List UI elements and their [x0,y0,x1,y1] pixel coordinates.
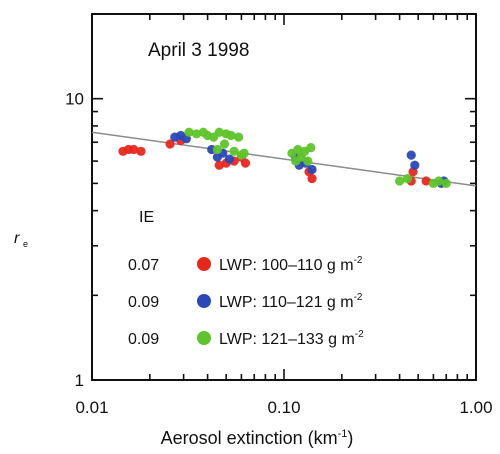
data-point-series-1 [214,160,224,170]
x-tick-label: 0.10 [267,398,300,417]
x-axis-label-sup: -1 [338,428,348,440]
data-point-series-1 [165,139,175,149]
legend-label-sup: -2 [354,292,363,303]
plot-area [91,13,477,381]
x-tick-label: 1.00 [459,398,492,417]
data-point-series-2 [307,164,317,175]
y-axis-label: r e [14,230,28,249]
data-point-series-1 [421,176,431,186]
legend-label: LWP: 110–121 g m-2 [219,292,363,311]
data-point-series-3 [212,144,223,155]
data-point-series-3 [306,143,316,153]
y-axis-label-subscript: e [23,239,28,249]
data-point-series-1 [307,173,317,184]
axis-ticks: 0.01 0.10 1.00 1 10 [65,13,493,417]
legend-label-text: LWP: 121–133 g m [219,331,355,348]
data-point-series-3 [191,129,202,139]
data-point-series-3 [303,156,313,166]
legend-marker [197,257,211,271]
data-point-series-3 [394,176,405,186]
legend-label: LWP: 100–110 g m-2 [219,255,363,274]
trend-line [91,131,477,187]
data-point-series-3 [184,127,194,137]
legend-ie-value: 0.07 [128,257,159,274]
data-point-series-2 [406,150,416,160]
x-tick-label: 0.01 [75,398,108,417]
legend-ie-value: 0.09 [128,331,159,348]
y-tick-label: 1 [75,371,84,390]
legend: IE 0.07 LWP: 100–110 g m-20.09 LWP: 110–12… [128,209,364,348]
legend-header: IE [139,209,154,226]
data-point-series-2 [224,154,235,164]
data-point-series-3 [226,130,236,141]
y-tick-label: 10 [65,90,84,109]
data-point-series-1 [136,146,146,156]
trend-line-group [91,131,477,187]
legend-label-text: LWP: 100–110 g m [219,257,354,274]
data-point-series-2 [410,160,420,170]
data-point-series-3 [233,132,244,142]
legend-marker [197,294,211,308]
legend-ie-value: 0.09 [128,294,159,311]
data-point-series-3 [219,139,230,149]
x-axis-label-close: ) [347,428,353,448]
x-axis-label: Aerosol extinction (km-1) [161,428,354,448]
data-point-series-1 [240,158,251,168]
legend-label-sup: -2 [355,329,364,340]
legend-label-text: LWP: 110–121 g m [219,294,354,311]
plot-frame [91,13,477,381]
data-point-series-3 [441,178,451,188]
data-points [118,127,451,188]
data-point-series-1 [129,144,139,155]
legend-marker [197,331,211,345]
data-point-series-3 [402,173,413,184]
y-axis-label-main: r [14,230,20,247]
chart-title: April 3 1998 [148,40,249,61]
legend-label: LWP: 121–133 g m-2 [219,329,364,348]
data-point-series-3 [239,148,249,158]
data-point-series-3 [214,127,224,137]
legend-label-sup: -2 [354,255,363,266]
data-point-series-3 [434,176,444,186]
data-point-series-3 [229,146,239,156]
x-axis-label-main: Aerosol extinction (km [161,428,338,448]
